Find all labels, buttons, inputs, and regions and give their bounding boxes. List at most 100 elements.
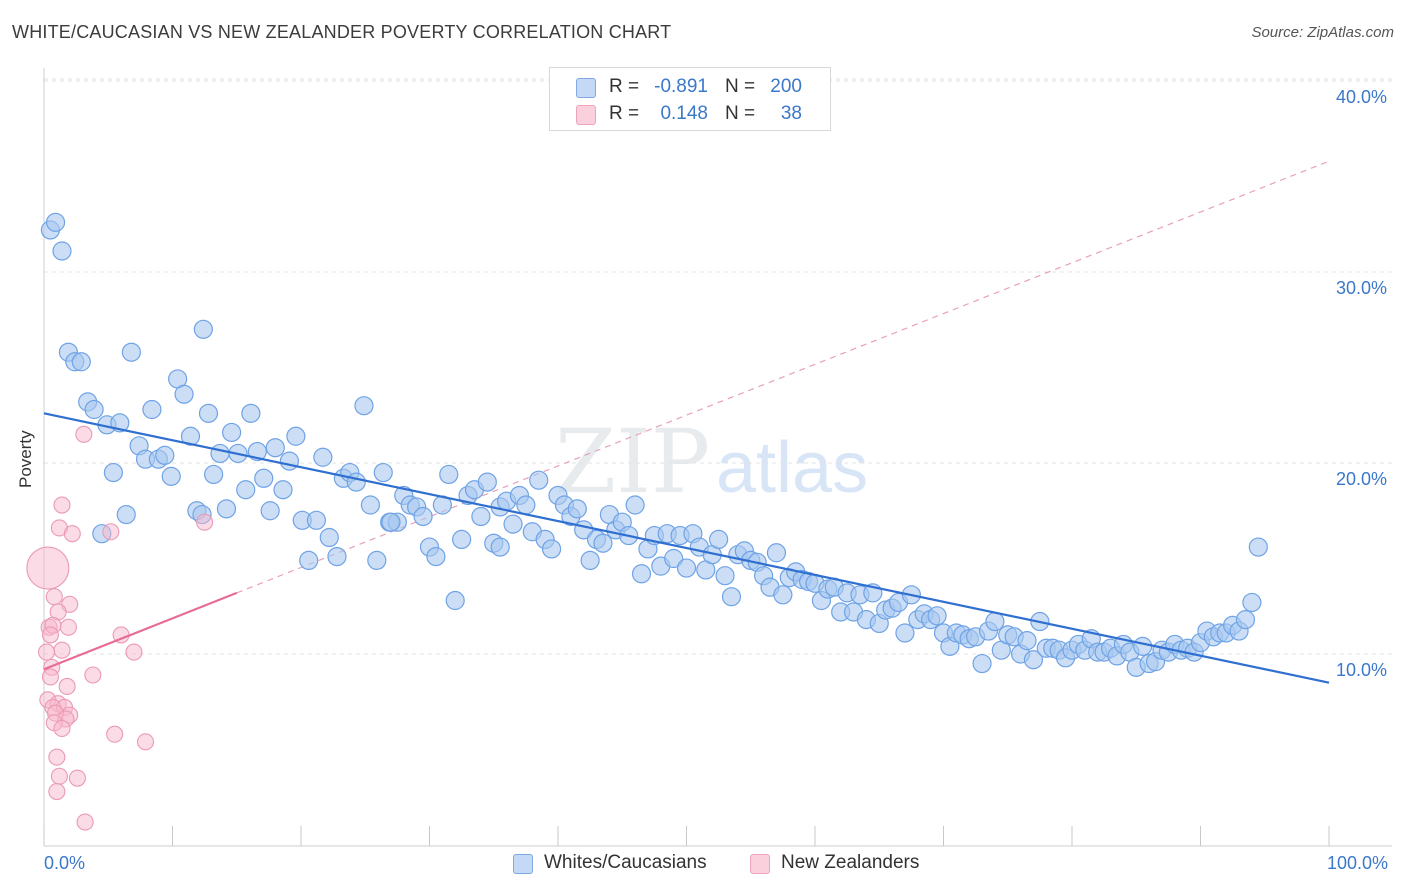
whites-point-38 (279, 451, 300, 471)
new-zealanders-point-37 (76, 813, 94, 831)
new-zealanders-point-34 (50, 767, 68, 785)
whites-point-5 (71, 352, 91, 372)
new-zealanders-point-12 (59, 618, 77, 636)
new-zealanders-point-21 (58, 677, 76, 696)
new-zealanders-point-32 (136, 733, 155, 751)
whites-point-36 (265, 438, 285, 458)
whites-point-49 (354, 396, 374, 416)
whites-point-44 (319, 527, 339, 548)
r-label: R = (609, 103, 640, 124)
whites-point-41 (299, 550, 319, 571)
new-zealanders-point-7 (45, 588, 63, 606)
whites-point-48 (346, 472, 366, 492)
chart-source: Source: ZipAtlas.com (1251, 24, 1394, 41)
whites-point-99 (676, 558, 697, 578)
whites-point-190 (381, 512, 401, 532)
whites-point-10 (103, 462, 123, 483)
new-zealanders-point-31 (106, 725, 124, 743)
new-zealanders-point-30 (53, 719, 71, 738)
new-zealanders-point-20 (84, 666, 102, 684)
whites-point-191 (490, 537, 510, 557)
new-zealanders-trend-extended (236, 160, 1330, 594)
new-zealanders-swatch (750, 854, 770, 874)
new-zealanders-point-5 (102, 523, 120, 541)
y-tick-label-10: 10.0% (1336, 660, 1388, 680)
whites-point-133 (895, 623, 915, 643)
whites-point-188 (1248, 537, 1268, 557)
whites-point-186 (1235, 610, 1256, 630)
watermark-atlas: atlas (716, 428, 868, 508)
y-tick-label-20: 20.0% (1336, 469, 1388, 489)
new-zealanders-point-33 (48, 748, 66, 766)
whites-point-138 (927, 606, 947, 626)
whites-point-114 (773, 585, 793, 605)
whites-point-13 (121, 342, 141, 362)
whites-point-43 (313, 447, 333, 467)
whites-point-52 (373, 462, 393, 483)
whites-point-91 (625, 495, 645, 515)
whites-point-51 (367, 550, 387, 571)
series-legend: Whites/Caucasians New Zealanders (513, 852, 933, 876)
whites-point-45 (327, 546, 347, 567)
y-axis-title: Poverty (16, 430, 35, 488)
whites-point-78 (541, 539, 562, 559)
whites-point-29 (222, 422, 242, 443)
whites-point-152 (1017, 631, 1037, 651)
new-zealanders-point-1 (75, 425, 93, 443)
whites-point-19 (161, 466, 181, 486)
whites-point-153 (1023, 650, 1044, 670)
whites-point-28 (216, 499, 237, 519)
y-tick-label-40: 40.0% (1336, 87, 1388, 107)
new-zealanders-point-17 (38, 643, 56, 661)
chart-title: WHITE/CAUCASIAN VS NEW ZEALANDER POVERTY… (12, 22, 672, 42)
new-zealanders-point-4 (63, 525, 81, 543)
whites-swatch (513, 854, 533, 874)
whites-point-42 (306, 510, 327, 530)
r-value: 0.148 (660, 103, 708, 124)
new-zealanders-point-19 (41, 668, 59, 686)
whites-point-34 (254, 468, 274, 488)
whites-point-68 (477, 472, 497, 492)
y-tick-label-30: 30.0% (1336, 278, 1388, 298)
whites-point-105 (715, 566, 735, 586)
new-zealanders-point-15 (53, 641, 71, 659)
whites-point-104 (709, 529, 729, 550)
legend-row-new-zealanders: R = 0.148 N = 38 (550, 103, 830, 127)
whites-point-74 (516, 495, 536, 515)
x-tick-label-0: 0.0% (44, 853, 86, 873)
whites-point-32 (241, 403, 261, 423)
whites-point-16 (142, 399, 162, 420)
new-zealanders-point-16 (125, 643, 143, 661)
whites-point-2 (52, 241, 72, 261)
whites-point-67 (471, 506, 491, 527)
whites-point-147 (985, 611, 1005, 632)
whites-point-113 (766, 543, 787, 563)
whites-point-50 (360, 495, 380, 515)
legend-row-whites: R = -0.891 N = 200 (550, 76, 830, 100)
new-zealanders-point-35 (68, 769, 86, 787)
new-zealanders-swatch (576, 105, 596, 125)
whites-point-145 (972, 653, 992, 674)
whites-point-7 (84, 399, 104, 420)
whites-point-72 (503, 514, 523, 534)
whites-point-37 (273, 480, 293, 500)
whites-point-170 (1133, 636, 1153, 656)
whites-swatch (576, 78, 596, 98)
whites-point-35 (260, 501, 280, 521)
whites-trend-line (43, 412, 1330, 684)
whites-point-92 (631, 564, 652, 584)
whites-point-84 (580, 550, 600, 571)
whites-point-76 (529, 470, 549, 490)
whites-point-60 (426, 546, 446, 567)
whites-point-27 (210, 443, 230, 464)
new-zealanders-point-2 (53, 496, 71, 514)
whites-point-22 (180, 426, 201, 446)
whites-point-24 (193, 319, 213, 339)
legend-label: Whites/Caucasians (544, 852, 707, 873)
whites-point-21 (174, 384, 194, 404)
x-tick-label-100: 100.0% (1327, 853, 1389, 873)
legend-label: New Zealanders (781, 852, 920, 873)
n-value: 200 (770, 76, 802, 97)
whites-point-82 (567, 499, 587, 519)
n-label: N = (725, 103, 756, 124)
